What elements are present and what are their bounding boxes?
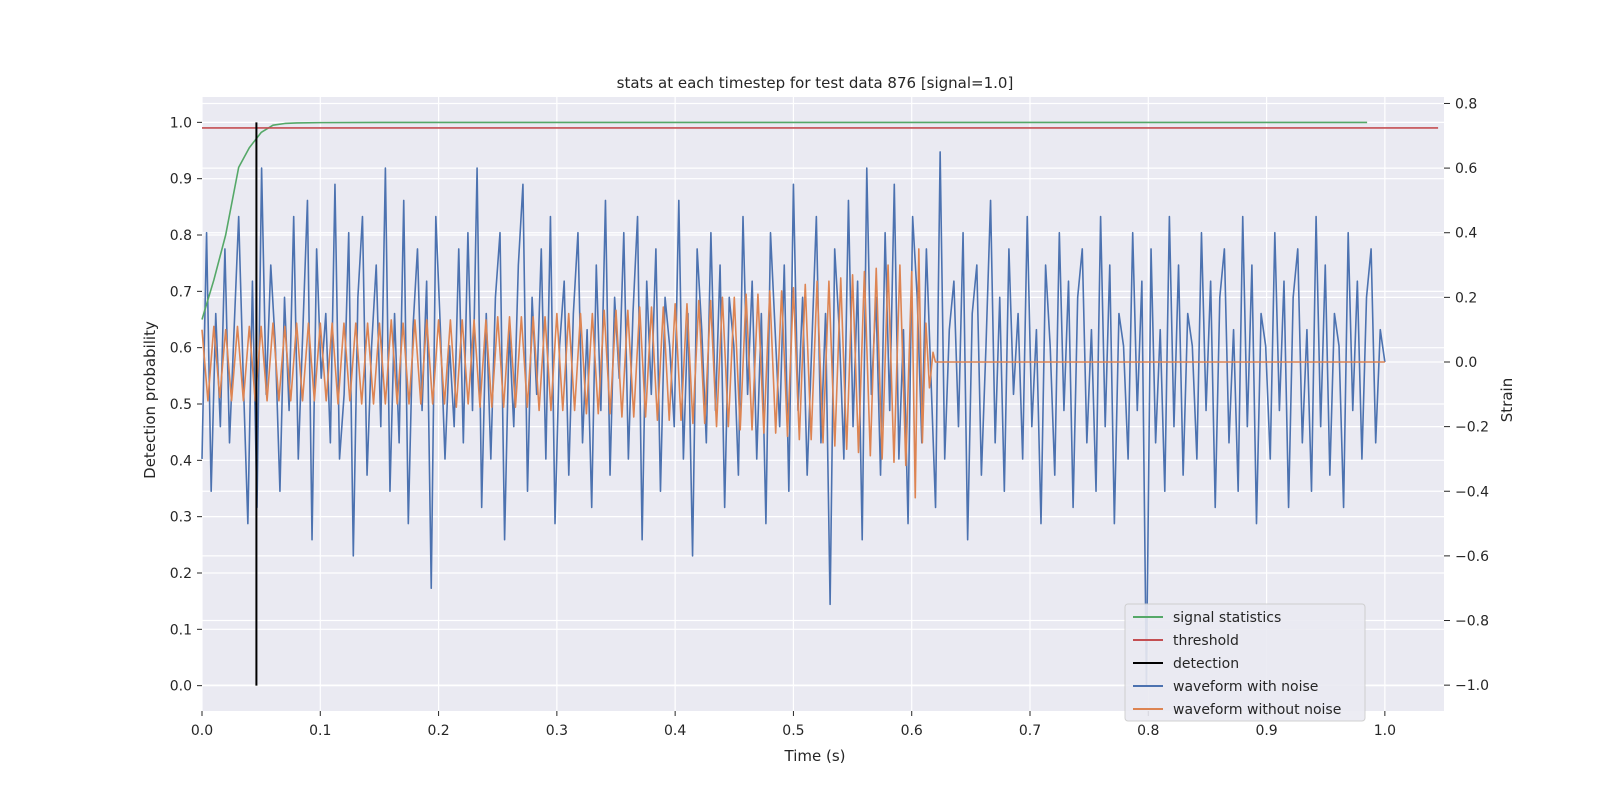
legend-item-threshold: threshold (1133, 633, 1239, 649)
y-axis-left: 0.0 0.1 0.2 0.3 0.4 0.5 0.6 0.7 0.8 0.9 1.0 (170, 115, 202, 695)
y-axis-left-label: Detection probability (141, 321, 159, 479)
x-tick-label: 0.3 (546, 723, 568, 739)
y-axis-right-label: Strain (1498, 378, 1516, 422)
y-right-tick-label: 0.8 (1455, 96, 1477, 112)
x-tick-label: 0.4 (664, 723, 686, 739)
legend-label-waveform-with-noise: waveform with noise (1173, 679, 1318, 695)
y-axis-right: −1.0 −0.8 −0.6 −0.4 −0.2 0.0 0.2 0.4 0.6 0.8 (1444, 96, 1489, 694)
series-line-waveform-with-noise (201, 151, 1386, 686)
legend-label-waveform-without-noise: waveform without noise (1173, 702, 1341, 718)
x-axis-label: Time (s) (784, 747, 846, 765)
legend-box (1124, 603, 1366, 722)
y-right-tick-label: 0.0 (1455, 355, 1477, 371)
legend: signal statistics threshold detection wa… (1124, 603, 1366, 722)
y-left-tick-label: 0.4 (170, 453, 192, 469)
y-right-tick-label: −1.0 (1455, 678, 1489, 694)
chart-title: stats at each timestep for test data 876… (617, 74, 1014, 92)
y-right-tick-label: −0.2 (1455, 420, 1489, 436)
legend-item-detection: detection (1133, 656, 1239, 672)
legend-label-detection: detection (1173, 656, 1239, 672)
y-right-tick-label: −0.6 (1455, 549, 1489, 565)
y-right-tick-label: −0.8 (1455, 614, 1489, 630)
y-left-tick-label: 0.7 (170, 284, 192, 300)
y-left-tick-label: 0.3 (170, 510, 192, 526)
x-tick-label: 1.0 (1374, 723, 1396, 739)
y-right-tick-label: −0.4 (1455, 484, 1489, 500)
x-tick-label: 0.9 (1255, 723, 1277, 739)
x-tick-label: 0.7 (1019, 723, 1041, 739)
series-line-signal-statistics (201, 121, 1368, 320)
x-axis: 0.0 0.1 0.2 0.3 0.4 0.5 0.6 0.7 0.8 0.9 1.0 (191, 711, 1396, 739)
x-tick-label: 0.5 (782, 723, 804, 739)
legend-item-waveform-with-noise: waveform with noise (1133, 679, 1318, 695)
legend-label-threshold: threshold (1173, 633, 1239, 649)
y-right-tick-label: 0.2 (1455, 290, 1477, 306)
legend-item-waveform-without-noise: waveform without noise (1133, 702, 1341, 718)
legend-label-signal-statistics: signal statistics (1173, 610, 1281, 626)
y-left-tick-label: 0.6 (170, 341, 192, 357)
series-layer (201, 121, 1439, 686)
y-left-tick-label: 0.1 (170, 622, 192, 638)
y-left-tick-label: 0.8 (170, 228, 192, 244)
y-left-tick-label: 0.9 (170, 172, 192, 188)
x-tick-label: 0.0 (191, 723, 213, 739)
y-left-tick-label: 1.0 (170, 115, 192, 131)
y-right-tick-label: 0.4 (1455, 226, 1477, 242)
series-line-waveform-without-noise (201, 248, 1385, 499)
y-right-tick-label: 0.6 (1455, 161, 1477, 177)
y-left-tick-label: 0.2 (170, 566, 192, 582)
x-tick-label: 0.6 (901, 723, 923, 739)
x-tick-label: 0.1 (309, 723, 331, 739)
legend-item-signal-statistics: signal statistics (1133, 610, 1281, 626)
x-tick-label: 0.8 (1137, 723, 1159, 739)
y-left-tick-label: 0.5 (170, 397, 192, 413)
y-left-tick-label: 0.0 (170, 679, 192, 695)
x-tick-label: 0.2 (427, 723, 449, 739)
